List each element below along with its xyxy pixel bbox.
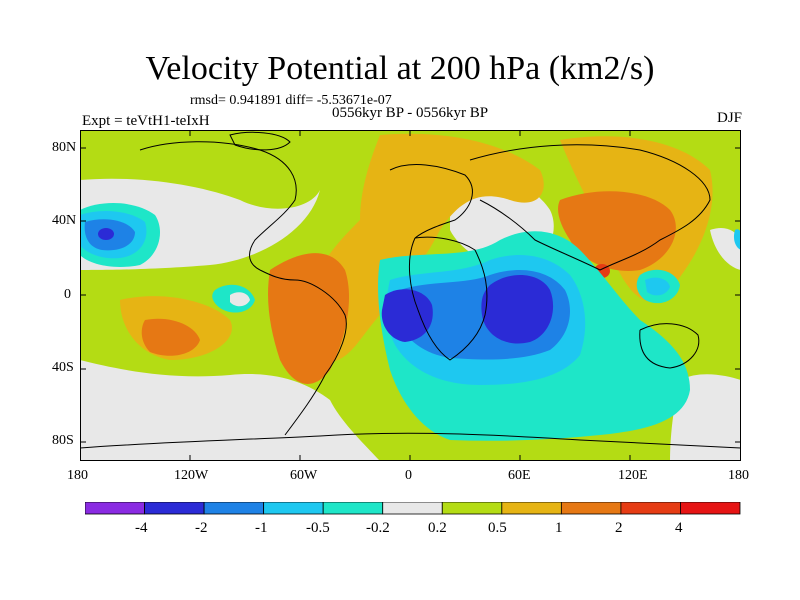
colorbar-label-m02: -0.2 (366, 520, 390, 536)
colorbar-label-m2: -2 (195, 520, 208, 536)
coast-africa (409, 236, 488, 361)
experiment-label: Expt = teVtH1-teIxH (82, 113, 210, 129)
lon-label-0: 0 (405, 468, 412, 483)
coast-europe (389, 164, 473, 239)
map-ticks (80, 130, 741, 461)
coastlines (80, 131, 741, 449)
lon-label-60w: 60W (290, 468, 318, 483)
period-text: 0556kyr BP - 0556kyr BP (331, 105, 489, 121)
coast-south-america (259, 269, 347, 436)
field-lightblue-ne (733, 229, 741, 250)
field-darkorange-e-asia (558, 191, 676, 271)
field-darkorange-s-america (268, 253, 350, 384)
colorbar-swatch-3 (263, 502, 324, 515)
colorbar-swatch-5 (382, 502, 443, 515)
field-white-ne (710, 228, 741, 270)
lon-label-120w: 120W (174, 468, 209, 483)
colorbar-label-p1: 1 (555, 520, 563, 536)
lon-label-60e: 60E (508, 468, 531, 483)
field-darkblue-nw-pacific (98, 228, 114, 240)
colorbar-swatch-10 (680, 502, 741, 515)
field-white-sw (80, 360, 380, 461)
stats-text: rmsd= 0.941891 diff= -5.53671e-07 (190, 93, 392, 108)
coast-australia (639, 323, 700, 369)
colorbar-label-p4: 4 (675, 520, 683, 536)
colorbar-swatch-8 (560, 502, 622, 515)
lon-label-180w: 180 (67, 468, 88, 483)
colorbar (85, 502, 741, 515)
lat-label-40s: 40S (52, 360, 74, 375)
field-darkblue-indian (481, 274, 554, 344)
lat-label-80s: 80S (52, 433, 74, 448)
colorbar-swatch-9 (620, 502, 681, 515)
colorbar-swatch-1 (144, 502, 205, 515)
colorbar-swatch-6 (441, 502, 503, 515)
colorbar-swatch-4 (322, 502, 384, 515)
colorbar-label-m1: -1 (255, 520, 268, 536)
lat-label-40n: 40N (52, 213, 77, 228)
colorbar-label-p02: 0.2 (428, 520, 447, 536)
season-label: DJF (716, 110, 742, 126)
field-white-spot (230, 292, 250, 307)
coast-antarctica (80, 432, 741, 449)
lat-label-80n: 80N (52, 140, 77, 155)
colorbar-label-p05: 0.5 (488, 520, 507, 536)
colorbar-swatch-0 (85, 502, 145, 515)
field-lightblue-maritime (645, 277, 670, 296)
contour-map (80, 130, 741, 461)
colorbar-swatch-7 (501, 502, 562, 515)
coast-north-america (139, 141, 297, 271)
coast-greenland (229, 131, 291, 151)
colorbar-label-m05: -0.5 (306, 520, 330, 536)
coast-asia (469, 144, 711, 271)
lon-label-180e: 180 (728, 468, 749, 483)
lat-label-eq: 0 (64, 287, 71, 302)
colorbar-swatch-2 (203, 502, 265, 515)
field-darkorange-pacific (141, 318, 200, 356)
lon-label-120e: 120E (618, 468, 648, 483)
field-darkblue-africa (381, 289, 433, 342)
colorbar-label-p2: 2 (615, 520, 623, 536)
field-orange-atlantic (300, 133, 544, 362)
map-title: Velocity Potential at 200 hPa (km2/s) (145, 50, 655, 87)
colorbar-label-m4: -4 (135, 520, 148, 536)
